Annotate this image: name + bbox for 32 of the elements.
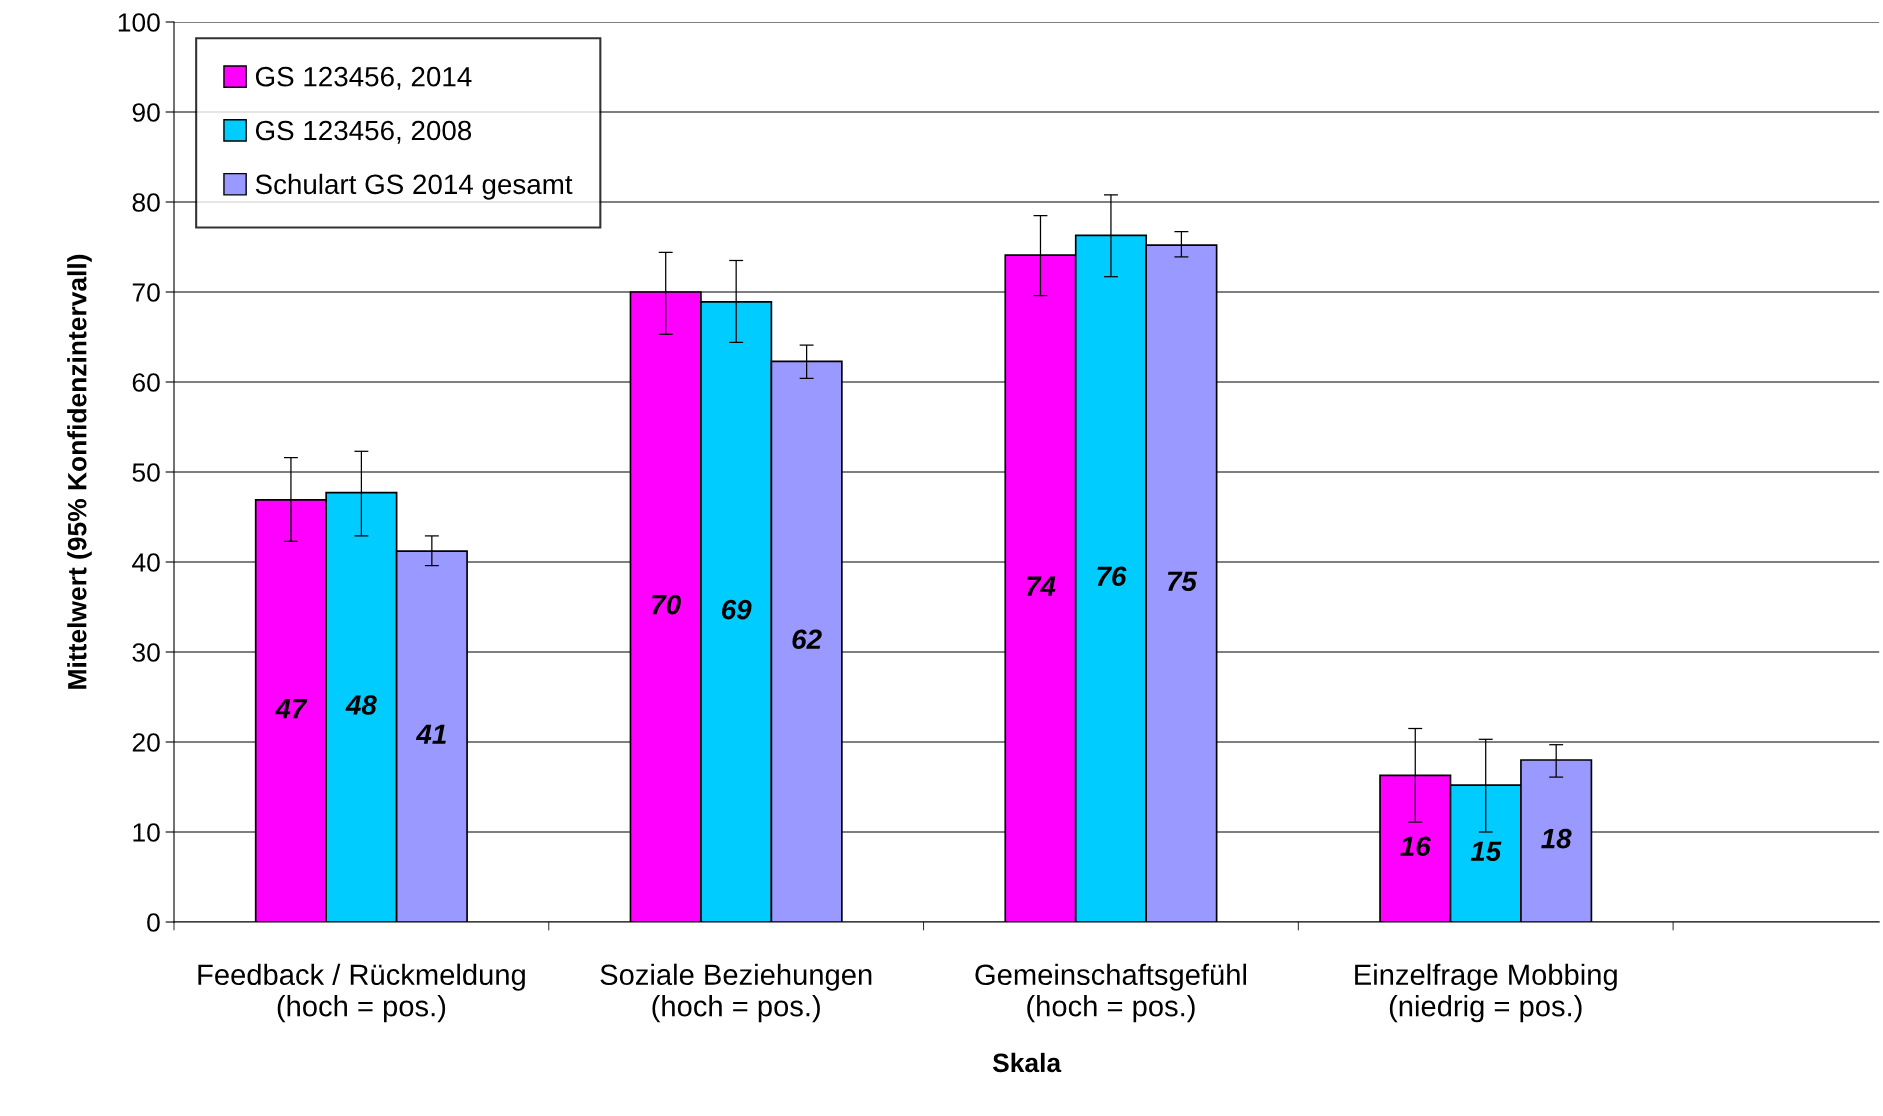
- data-label: 48: [345, 695, 377, 715]
- x-tick-label: Einzelfrage Mobbing (niedrig = pos.): [1355, 963, 1617, 1023]
- data-label: 62: [792, 629, 822, 650]
- data-label: 74: [1026, 576, 1056, 596]
- data-label: 70: [652, 594, 681, 615]
- y-axis-title: Mittelwert (95% Konfidenzintervall): [67, 254, 92, 689]
- x-tick-label: Feedback / Rückmeldung (hoch = pos.): [198, 963, 525, 1023]
- data-label: 41: [415, 724, 446, 744]
- y-tick-label: 60: [132, 373, 160, 392]
- y-tick-label: 10: [133, 823, 160, 842]
- x-tick-label: Soziale Beziehungen (hoch = pos.): [600, 963, 872, 1023]
- legend-label: GS 123456, 2008: [255, 120, 472, 144]
- y-tick-label: 20: [132, 733, 160, 752]
- data-label: 47: [275, 699, 308, 719]
- x-axis-title: Skala: [992, 1052, 1062, 1073]
- legend-label: Schulart GS 2014 gesamt: [255, 173, 573, 200]
- data-label: 15: [1470, 841, 1502, 862]
- legend-label: GS 123456, 2014: [255, 66, 472, 90]
- data-label: 76: [1097, 566, 1127, 587]
- data-label: 75: [1167, 571, 1198, 592]
- y-tick-label: 40: [132, 553, 160, 572]
- y-tick-label: 90: [132, 103, 160, 122]
- data-label: 69: [722, 599, 752, 620]
- data-label: 18: [1541, 828, 1572, 849]
- y-tick-label: 80: [132, 193, 160, 212]
- x-tick-label: Gemeinschaftsgefühl (hoch = pos.): [975, 963, 1246, 1023]
- data-label: 16: [1400, 836, 1431, 857]
- y-tick-label: 50: [132, 463, 160, 482]
- y-tick-label: 100: [118, 13, 160, 32]
- y-tick-label: 30: [132, 643, 160, 662]
- y-tick-label: 70: [132, 283, 160, 302]
- y-tick-label: 0: [147, 913, 160, 932]
